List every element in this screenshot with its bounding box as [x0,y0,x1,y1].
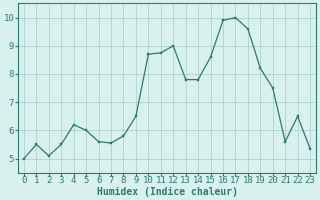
X-axis label: Humidex (Indice chaleur): Humidex (Indice chaleur) [97,186,237,197]
